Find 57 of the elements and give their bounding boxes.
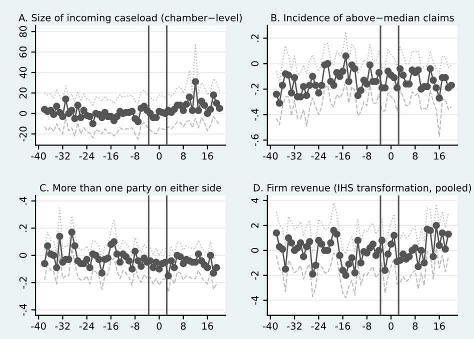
x-tick-label: 16 [202, 322, 214, 330]
y-tick-label: 4 [251, 198, 258, 204]
x-tick-label: 0 [156, 322, 162, 330]
x-tick-label: -16 [335, 152, 350, 160]
y-tick-label: 40 [19, 66, 27, 78]
x-tick-label: -16 [103, 152, 118, 160]
x-tick-label: 16 [202, 152, 214, 160]
x-tick-label: -8 [130, 152, 140, 160]
y-tick-label: 0 [19, 252, 27, 258]
x-tick-label: -32 [287, 322, 302, 330]
x-tick-label: -40 [262, 152, 278, 160]
x-tick-label: 8 [180, 322, 186, 330]
x-tick-label: -40 [31, 152, 46, 160]
x-tick-label: -24 [79, 152, 94, 160]
x-tick-label: 8 [412, 322, 418, 330]
x-tick-label: -8 [130, 322, 140, 330]
x-tick-label: -16 [103, 322, 118, 330]
y-tick-label: -4 [251, 296, 258, 305]
y-tick-label: .2 [251, 34, 258, 42]
y-tick-label: -.4 [19, 304, 27, 316]
x-tick-label: 16 [434, 152, 445, 160]
x-tick-label: 0 [388, 152, 394, 160]
y-tick-label: 20 [19, 87, 27, 98]
x-tick-label: 0 [156, 152, 162, 160]
y-tick-label: 0 [19, 111, 27, 116]
y-tick-label: -.2 [251, 84, 258, 96]
y-tick-label: .4 [19, 196, 27, 205]
x-tick-label: -32 [287, 152, 302, 160]
y-tick-label: -2 [251, 271, 258, 280]
x-tick-label: -24 [79, 322, 94, 330]
chart-title: A. Size of incoming caseload (chamber−level) [18, 14, 242, 24]
y-tick-label: 80 [19, 26, 27, 38]
y-tick-label: 0 [251, 248, 259, 253]
y-tick-label: -.2 [19, 277, 27, 289]
x-tick-label: 8 [412, 152, 418, 160]
x-tick-label: -24 [311, 152, 326, 160]
x-tick-label: -24 [311, 322, 326, 330]
y-tick-label: 0 [251, 61, 259, 66]
y-tick-label: 2 [251, 223, 258, 228]
y-tick-label: 60 [19, 46, 27, 58]
x-tick-label: 0 [388, 322, 394, 330]
x-tick-label: 16 [434, 322, 445, 330]
x-tick-label: -40 [262, 322, 278, 330]
y-tick-label: -.4 [251, 108, 258, 121]
chart-title: C. More than one party on either side [40, 184, 222, 194]
x-tick-label: 8 [180, 152, 186, 160]
x-tick-label: -32 [55, 322, 70, 330]
y-tick-label: -.6 [251, 134, 259, 146]
x-tick-label: -8 [362, 152, 372, 160]
chart-title: B. Incidence of above−median claims [271, 14, 454, 22]
y-tick-label: .2 [19, 224, 27, 232]
x-tick-label: -16 [335, 322, 350, 330]
x-tick-label: -40 [31, 322, 46, 330]
x-tick-label: -32 [55, 152, 70, 160]
y-tick-label: -20 [19, 126, 27, 142]
chart-title: D. Firm revenue (IHS transformation, pooled) [254, 184, 472, 194]
x-tick-label: -8 [362, 322, 372, 330]
